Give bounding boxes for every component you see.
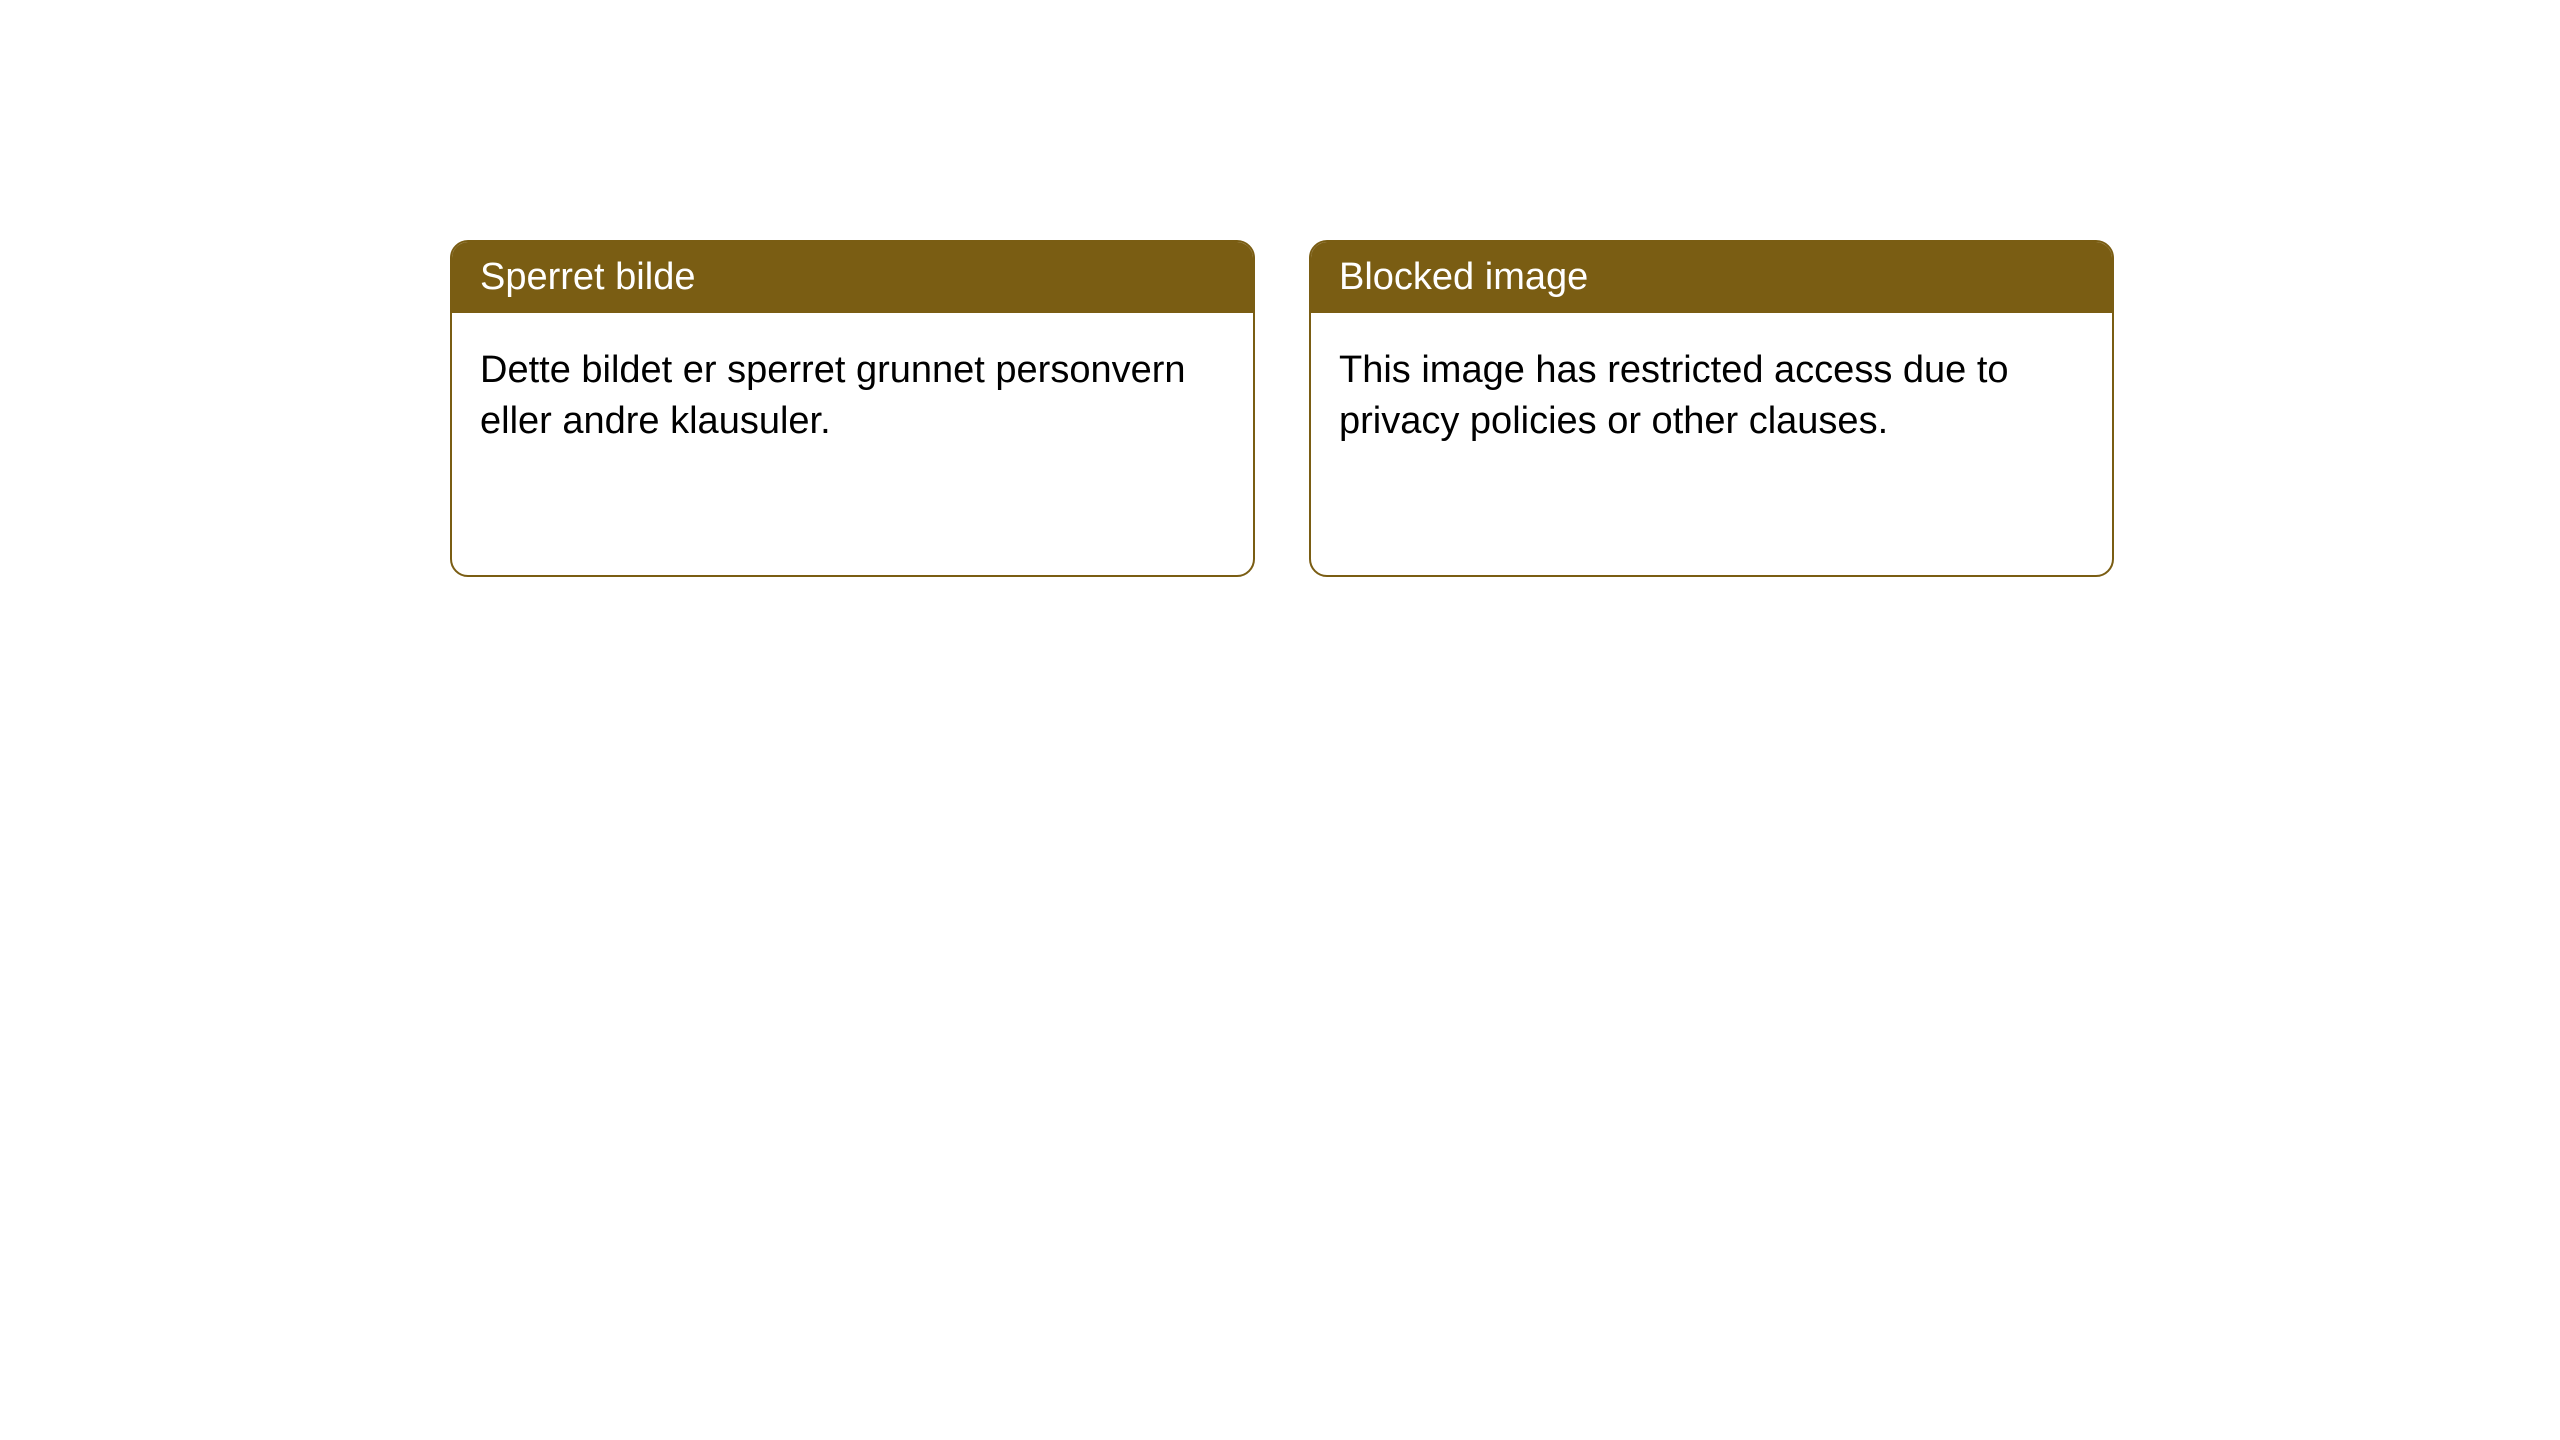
notice-card-english: Blocked image This image has restricted … (1309, 240, 2114, 577)
blocked-image-notices: Sperret bilde Dette bildet er sperret gr… (0, 0, 2560, 577)
notice-title-norwegian: Sperret bilde (452, 242, 1253, 313)
notice-body-english: This image has restricted access due to … (1311, 313, 2112, 480)
notice-card-norwegian: Sperret bilde Dette bildet er sperret gr… (450, 240, 1255, 577)
notice-title-english: Blocked image (1311, 242, 2112, 313)
notice-body-norwegian: Dette bildet er sperret grunnet personve… (452, 313, 1253, 480)
